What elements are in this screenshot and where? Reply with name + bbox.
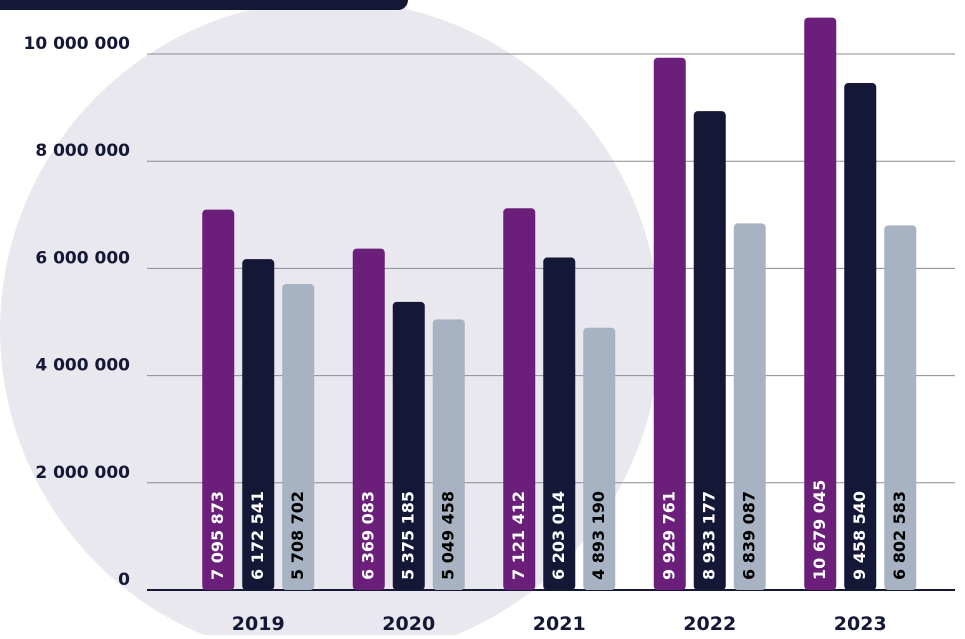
bar-group: 4 893 190: [583, 327, 616, 590]
bar-group: 10 679 045: [804, 17, 837, 590]
x-tick-label: 2020: [382, 613, 435, 635]
bar: [844, 83, 877, 591]
value-label: 5 375 185: [398, 491, 417, 580]
value-label: 9 458 540: [850, 491, 869, 580]
value-label: 10 679 045: [810, 480, 829, 580]
bar-group: 7 121 412: [503, 208, 536, 591]
bar-group: 6 172 541: [242, 259, 275, 590]
header-box: [0, 0, 408, 10]
value-label: 6 839 087: [739, 491, 758, 580]
value-label: 6 369 083: [358, 491, 377, 580]
y-tick-label: 10 000 000: [24, 34, 131, 54]
bar-group: 9 458 540: [844, 83, 877, 591]
bar: [884, 225, 917, 591]
value-label: 6 172 541: [248, 491, 267, 580]
bar: [352, 248, 385, 590]
bar: [653, 57, 686, 590]
y-tick-label: 2 000 000: [35, 463, 130, 483]
bar-group: 5 708 702: [282, 284, 315, 590]
bar: [242, 259, 275, 590]
bar: [693, 111, 726, 591]
value-label: 5 708 702: [288, 491, 307, 580]
x-tick-label: 2021: [533, 613, 586, 635]
bar: [583, 327, 616, 590]
x-tick-label: 2019: [232, 613, 285, 635]
value-label: 7 095 873: [208, 491, 227, 580]
value-label: 7 121 412: [509, 491, 528, 580]
bar: [804, 17, 837, 590]
value-label: 4 893 190: [589, 491, 608, 580]
bar: [503, 208, 536, 591]
y-tick-label: 4 000 000: [35, 356, 130, 376]
y-tick-label: 6 000 000: [35, 248, 130, 268]
bar-group: 6 839 087: [733, 223, 766, 591]
bar: [202, 209, 235, 591]
bar-group: 8 933 177: [693, 111, 726, 591]
y-tick-label: 0: [118, 570, 130, 590]
y-tick-label: 8 000 000: [35, 141, 130, 161]
x-tick-label: 2023: [834, 613, 887, 635]
value-label: 6 203 014: [549, 491, 568, 580]
bar: [432, 319, 465, 590]
value-label: 6 802 583: [890, 491, 909, 580]
background-circle: [0, 0, 660, 639]
bar: [282, 284, 315, 590]
bar: [392, 301, 425, 590]
bar-group: 6 203 014: [543, 257, 576, 590]
value-label: 9 929 761: [659, 491, 678, 580]
bars: 7 095 873 6 172 541 5 708 702 6 369 083 5 37…: [202, 17, 917, 591]
bar-group: 7 095 873: [202, 209, 235, 591]
bar-group: 6 802 583: [884, 225, 917, 591]
value-label: 8 933 177: [699, 491, 718, 580]
x-tick-label: 2022: [683, 613, 736, 635]
bar: [733, 223, 766, 591]
bar-group: 6 369 083: [352, 248, 385, 590]
bar-group: 5 049 458: [432, 319, 465, 590]
bar-group: 5 375 185: [392, 301, 425, 590]
value-label: 5 049 458: [438, 491, 457, 580]
bar: [543, 257, 576, 590]
bar-group: 9 929 761: [653, 57, 686, 590]
